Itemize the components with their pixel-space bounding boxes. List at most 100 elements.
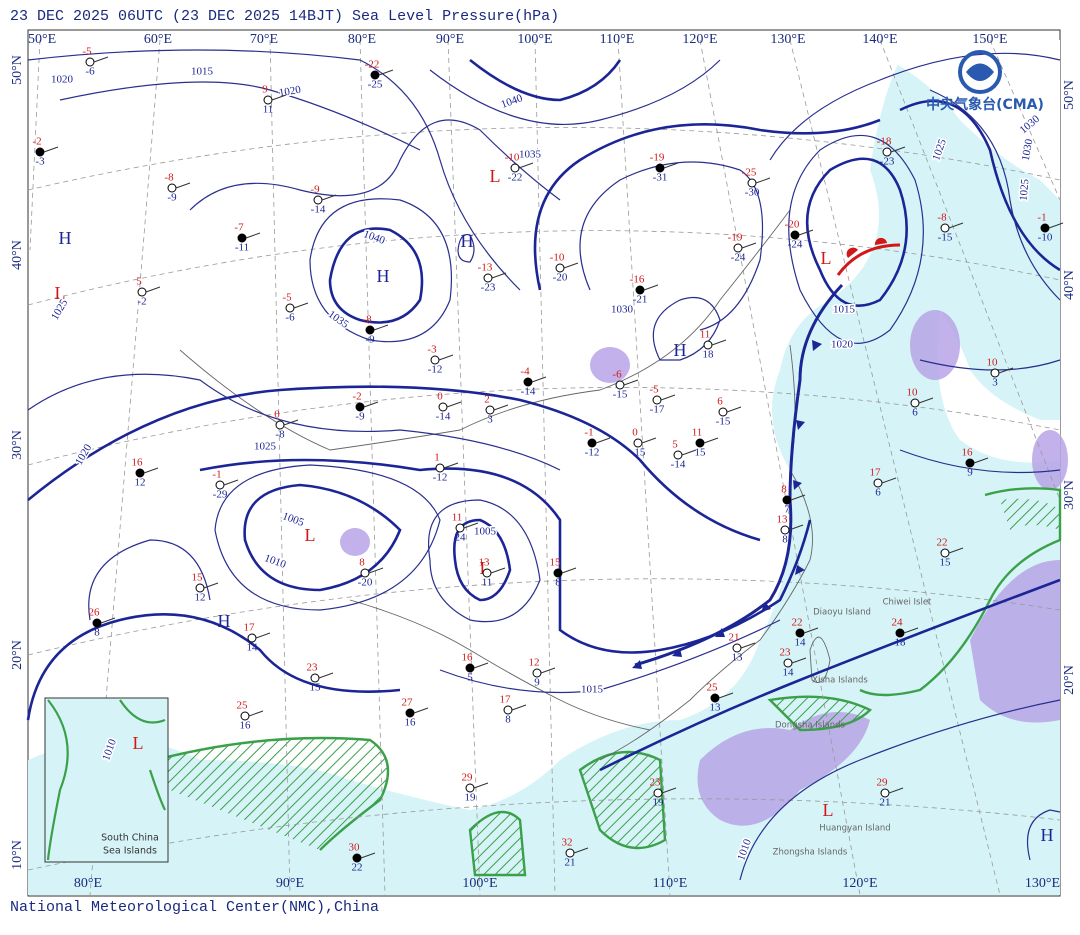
- lat-label: 20°N: [10, 640, 25, 670]
- station-temp: -8: [164, 172, 174, 184]
- station-dew: -21: [633, 294, 648, 306]
- station-temp: 16: [462, 652, 474, 664]
- wind-barb: [540, 667, 556, 674]
- wind-barb: [473, 782, 489, 789]
- station-dew: -9: [167, 192, 177, 204]
- pressure-center: H: [218, 611, 231, 631]
- place-label: Diaoyu Island: [813, 608, 871, 618]
- wind-barb: [143, 467, 159, 474]
- lat-label: 40°N: [10, 240, 25, 270]
- station-temp: 12: [529, 657, 540, 669]
- station-dew: 9: [534, 677, 540, 689]
- isobar-label: 1005: [474, 526, 497, 538]
- wind-barb: [573, 847, 589, 854]
- wind-barb: [271, 94, 287, 101]
- wind-barb: [798, 229, 814, 236]
- wind-barb: [790, 494, 806, 501]
- pressure-center: L: [133, 733, 144, 753]
- isobar-label: 1015: [191, 66, 214, 78]
- station-dew: -10: [1038, 232, 1053, 244]
- wind-barb: [443, 462, 459, 469]
- station-temp: 29: [877, 777, 889, 789]
- station-temp: -2: [352, 391, 361, 403]
- wind-barb: [791, 657, 807, 664]
- station-temp: -22: [365, 59, 380, 71]
- wind-barb: [223, 479, 239, 486]
- lon-label: 90°E: [436, 32, 464, 47]
- station-dew: 8: [94, 627, 100, 639]
- lon-label: 110°E: [600, 32, 635, 47]
- isobar-label: 1020: [51, 74, 74, 86]
- pressure-center: L: [490, 166, 501, 186]
- station-dew: 11: [263, 104, 274, 116]
- pressure-center: H: [377, 266, 390, 286]
- station-dew: -25: [368, 79, 383, 91]
- wind-barb: [998, 367, 1014, 374]
- station-temp: -1: [212, 469, 221, 481]
- isobar-label: 1035: [519, 149, 542, 161]
- station-dew: -2: [137, 296, 146, 308]
- station-dew: 8: [555, 577, 561, 589]
- station-temp: 23: [307, 662, 319, 674]
- lon-label: 110°E: [653, 876, 688, 891]
- lon-label: 50°E: [28, 32, 56, 47]
- station-dew: -9: [365, 334, 375, 346]
- station-temp: 23: [650, 777, 662, 789]
- wind-barb: [948, 222, 964, 229]
- wind-barb: [463, 522, 479, 529]
- wind-barb: [318, 672, 334, 679]
- wind-barb: [663, 162, 679, 169]
- station-temp: -10: [550, 252, 565, 264]
- station-dew: -6: [85, 66, 95, 78]
- station-temp: -4: [520, 366, 530, 378]
- station-dew: -11: [235, 242, 249, 254]
- station-temp: -5: [649, 384, 659, 396]
- wind-barb: [490, 567, 506, 574]
- inset-label: South China: [101, 833, 159, 844]
- station-temp: -10: [505, 152, 520, 164]
- station-temp: 29: [462, 772, 474, 784]
- station-temp: 13: [777, 514, 789, 526]
- wind-barb: [661, 787, 677, 794]
- wind-barb: [491, 272, 507, 279]
- lon-label: 90°E: [276, 876, 304, 891]
- wind-barb: [788, 524, 804, 531]
- station-dew: -12: [585, 447, 600, 459]
- wind-barb: [740, 642, 756, 649]
- station-dew: 9: [967, 467, 973, 479]
- station-temp: 17: [500, 694, 512, 706]
- wind-barb: [438, 354, 454, 361]
- station-temp: -18: [877, 136, 892, 148]
- place-label: Xisha Islands: [812, 676, 868, 686]
- station-dew: -14: [311, 204, 326, 216]
- station-dew: 19: [653, 797, 665, 809]
- wind-barb: [726, 406, 742, 413]
- station-temp: -13: [478, 262, 493, 274]
- station-temp: 22: [937, 537, 948, 549]
- station-temp: 0: [274, 409, 280, 421]
- isobar-label: 1030: [1020, 138, 1036, 162]
- isobar-label: 1030: [611, 304, 634, 316]
- station-dew: 7: [784, 504, 790, 516]
- station-temp: -8: [937, 212, 947, 224]
- inset-label: Sea Islands: [103, 846, 157, 857]
- wind-barb: [948, 547, 964, 554]
- station-dew: 13: [710, 702, 722, 714]
- warm-front: [836, 237, 901, 276]
- station-dew: -20: [358, 577, 373, 589]
- station-temp: 25: [237, 700, 249, 712]
- wind-barb: [718, 692, 734, 699]
- station-temp: 0: [632, 427, 638, 439]
- wind-barb: [248, 710, 264, 717]
- station-temp: 16: [962, 447, 974, 459]
- wind-barb: [890, 146, 906, 153]
- place-label: Huangyan Island: [819, 824, 890, 834]
- isobars: [26, 49, 1061, 881]
- wind-barb: [100, 617, 116, 624]
- station-dew: 21: [565, 857, 576, 869]
- wind-barb: [1048, 222, 1064, 229]
- lon-label: 80°E: [74, 876, 102, 891]
- station-temp: 23: [780, 647, 792, 659]
- station-temp: -6: [612, 369, 622, 381]
- wind-barb: [623, 379, 639, 386]
